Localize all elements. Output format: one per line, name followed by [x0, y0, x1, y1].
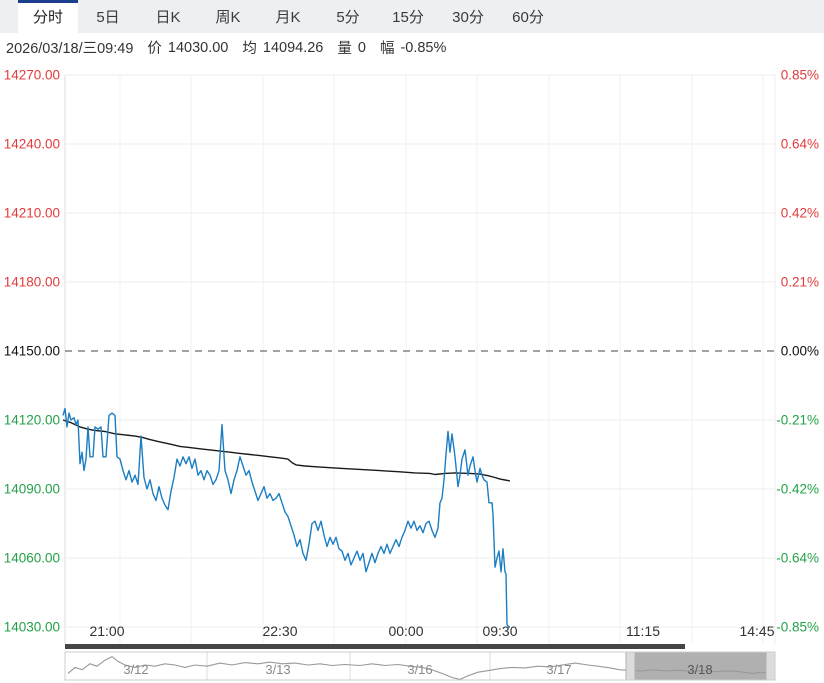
- navigator-selected-window[interactable]: [628, 652, 775, 680]
- navigator-date-label: 3/18: [687, 662, 712, 677]
- navigator-date-labels: 3/12 3/13 3/16 3/17 3/18: [123, 662, 712, 677]
- price-tick-label: 14060.00: [4, 551, 60, 566]
- price-line: [62, 407, 510, 628]
- tab-5[interactable]: 5分: [336, 9, 360, 26]
- price-tick-label: 14120.00: [4, 413, 60, 428]
- date-navigator: 3/12 3/13 3/16 3/17 3/18: [64, 651, 776, 681]
- navigator-handle-right[interactable]: [765, 651, 776, 681]
- price-tick-label: 14030.00: [4, 620, 60, 635]
- navigator-date-label: 3/13: [265, 662, 290, 677]
- change-label: 幅: [379, 41, 395, 57]
- time-tick-label: 22:30: [262, 623, 297, 639]
- time-tick-label: 14:45: [739, 623, 774, 639]
- tab-7[interactable]: 30分: [452, 9, 484, 26]
- navigator-date-label: 3/17: [546, 662, 571, 677]
- percent-tick-label: -0.64%: [776, 551, 819, 566]
- tab-2[interactable]: 日K: [155, 9, 181, 26]
- avg-label: 均: [242, 41, 257, 57]
- quote-infobar: 2026/03/18/三09:49 价 14030.00 均 14094.26 …: [0, 33, 824, 62]
- price-tick-label: 14180.00: [4, 275, 60, 290]
- price-tick-label: 14240.00: [4, 137, 60, 152]
- percent-tick-label: 0.00%: [781, 344, 819, 359]
- percent-tick-label: -0.85%: [776, 620, 819, 635]
- y-axis-right-labels: 0.85% 0.64% 0.42% 0.21% 0.00% -0.21% -0.42% -0.…: [776, 68, 819, 635]
- tab-4[interactable]: 月K: [275, 9, 301, 26]
- chart-scrollbar-thumb[interactable]: [65, 644, 685, 649]
- navigator-date-label: 3/12: [123, 662, 148, 677]
- volume-label: 量: [337, 41, 352, 57]
- time-tick-label: 11:15: [626, 623, 660, 639]
- time-tick-label: 00:00: [388, 623, 423, 639]
- tab-8[interactable]: 60分: [512, 9, 544, 26]
- period-tabbar: 分时 5日 日K 周K 月K 5分 15分 30分 60分: [0, 0, 824, 33]
- price-tick-label: 14090.00: [4, 482, 60, 497]
- quote-datetime: 2026/03/18/三09:49: [6, 41, 134, 57]
- percent-tick-label: 0.64%: [781, 137, 819, 152]
- time-tick-label: 21:00: [89, 623, 124, 639]
- tab-6[interactable]: 15分: [392, 9, 424, 26]
- avg-value: 14094.26: [262, 39, 324, 56]
- price-tick-label: 14210.00: [4, 206, 60, 221]
- x-axis-time-labels: 21:00 22:30 00:00 09:30 11:15 14:45: [89, 623, 774, 639]
- intraday-chart: 14270.00 14240.00 14210.00 14180.00 14150.00…: [4, 68, 819, 681]
- average-price-line: [62, 419, 511, 482]
- price-value: 14030.00: [167, 39, 229, 56]
- change-value: -0.85%: [400, 39, 447, 56]
- grid-lines: [64, 74, 776, 644]
- price-tick-label: 14270.00: [4, 68, 60, 83]
- price-tick-label: 14150.00: [4, 344, 60, 359]
- price-label: 价: [147, 41, 162, 57]
- percent-tick-label: -0.42%: [776, 482, 819, 497]
- y-axis-left-labels: 14270.00 14240.00 14210.00 14180.00 14150.00…: [4, 68, 60, 635]
- tab-0-active[interactable]: 分时: [18, 0, 78, 33]
- navigator-sparkline: [67, 655, 773, 680]
- time-tick-label: 09:30: [482, 623, 517, 639]
- navigator-handle-left[interactable]: [625, 651, 636, 681]
- percent-tick-label: -0.21%: [776, 413, 819, 428]
- volume-value: 0: [357, 39, 366, 56]
- tab-1[interactable]: 5日: [96, 9, 120, 26]
- navigator-date-label: 3/16: [407, 662, 432, 677]
- navigator-border: [64, 651, 776, 681]
- tab-3[interactable]: 周K: [215, 9, 241, 26]
- percent-tick-label: 0.85%: [781, 68, 819, 83]
- percent-tick-label: 0.42%: [781, 206, 819, 221]
- percent-tick-label: 0.21%: [781, 275, 819, 290]
